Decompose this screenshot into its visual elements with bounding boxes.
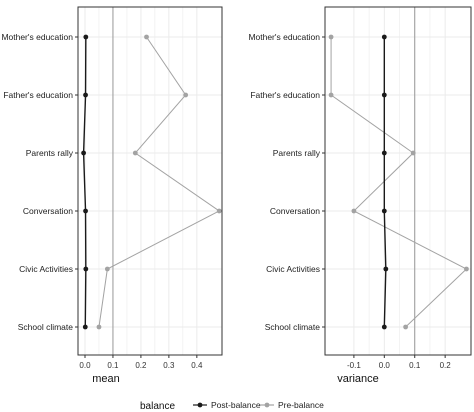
panel-1-x-tick-label: 0.2: [440, 361, 452, 370]
panel-0-post-balance-point: [83, 34, 89, 40]
panel-1-x-tick-label: -0.1: [347, 361, 361, 370]
panel-1-pre-balance-point: [351, 208, 357, 214]
legend-item-label: Post-balance: [211, 400, 261, 410]
panel-1-post-balance-point: [381, 92, 387, 98]
panel-0-category-label: School climate: [18, 322, 74, 332]
panel-0-post-balance-point: [82, 324, 88, 330]
panel-1-pre-balance-point: [464, 266, 469, 272]
panel-1-post-balance-line: [383, 37, 387, 328]
panel-1-category-label: Parents rally: [273, 148, 321, 158]
panel-0-x-tick-label: 0.0: [79, 361, 91, 370]
panel-0-category-label: Father's education: [3, 90, 73, 100]
legend: balance Post-balance Pre-balance: [140, 400, 324, 412]
panel-0-pre-balance-point: [132, 150, 138, 156]
panel-1-category-label: Conversation: [270, 206, 320, 216]
panel-0-post-balance-point: [83, 208, 88, 214]
panel-0-pre-balance-point: [104, 266, 110, 272]
mean-panel: 0.0 0.1 0.2 0.3 0.4 Mother's education Father'…: [1, 6, 223, 385]
panel-0-pre-balance-point: [183, 92, 189, 98]
panel-1-pre-balance-line: [330, 37, 468, 328]
panel-1-pre-balance-point: [328, 34, 334, 40]
panel-0-category-label: Parents rally: [26, 148, 74, 158]
panel-1-pre-balance-point: [403, 324, 409, 330]
panel-1-category-label: School climate: [265, 322, 321, 332]
panel-1-post-balance-point: [383, 266, 389, 272]
panel-1-post-balance-point: [381, 324, 387, 330]
panel-1-x-axis-title: variance: [337, 373, 379, 385]
panel-1-category-label: Mother's education: [248, 32, 320, 42]
panel-1-post-balance-point: [381, 34, 387, 40]
panel-1-post-balance-point: [381, 208, 387, 214]
legend-key-point: [264, 402, 270, 408]
panel-0-category-label: Mother's education: [1, 32, 73, 42]
panel-1-post-balance-point: [381, 150, 387, 156]
panel-0-post-balance-point: [83, 266, 89, 272]
panel-1-category-label: Father's education: [250, 90, 320, 100]
panel-1-pre-balance-point: [328, 92, 334, 98]
panel-0-x-tick-label: 0.4: [191, 361, 203, 370]
panel-1-x-tick-label: 0.0: [379, 361, 391, 370]
panel-0-post-balance-point: [83, 92, 88, 98]
panel-0-category-label: Civic Activities: [19, 264, 73, 274]
panel-0-pre-balance-line: [98, 36, 221, 328]
panel-0-post-balance-point: [81, 150, 86, 156]
variance-panel: -0.1 0.0 0.1 0.2 Mother's education Father's …: [248, 6, 472, 385]
panel-0-frame: [77, 6, 223, 356]
panel-0-background: [78, 7, 222, 355]
panel-0-pre-balance-point: [144, 34, 149, 40]
panel-1-category-label: Civic Activities: [266, 264, 320, 274]
panel-0-post-balance-line: [82, 36, 87, 328]
panel-0-x-tick-label: 0.1: [107, 361, 119, 370]
panel-0-x-axis-title: mean: [92, 373, 120, 385]
panel-0-x-tick-label: 0.2: [135, 361, 147, 370]
panel-1-pre-balance-point: [410, 150, 416, 156]
panel-0-pre-balance-point: [96, 324, 102, 330]
legend-key-point: [197, 402, 203, 408]
panel-0-category-label: Conversation: [23, 206, 73, 216]
panel-0-x-tick-label: 0.3: [163, 361, 175, 370]
legend-item-label: Pre-balance: [278, 400, 324, 410]
panel-1-x-tick-label: 0.1: [409, 361, 421, 370]
panel-1-frame: [324, 6, 472, 356]
panel-0-pre-balance-point: [216, 208, 222, 214]
legend-title: balance: [140, 401, 175, 412]
panel-1-background: [325, 7, 471, 355]
